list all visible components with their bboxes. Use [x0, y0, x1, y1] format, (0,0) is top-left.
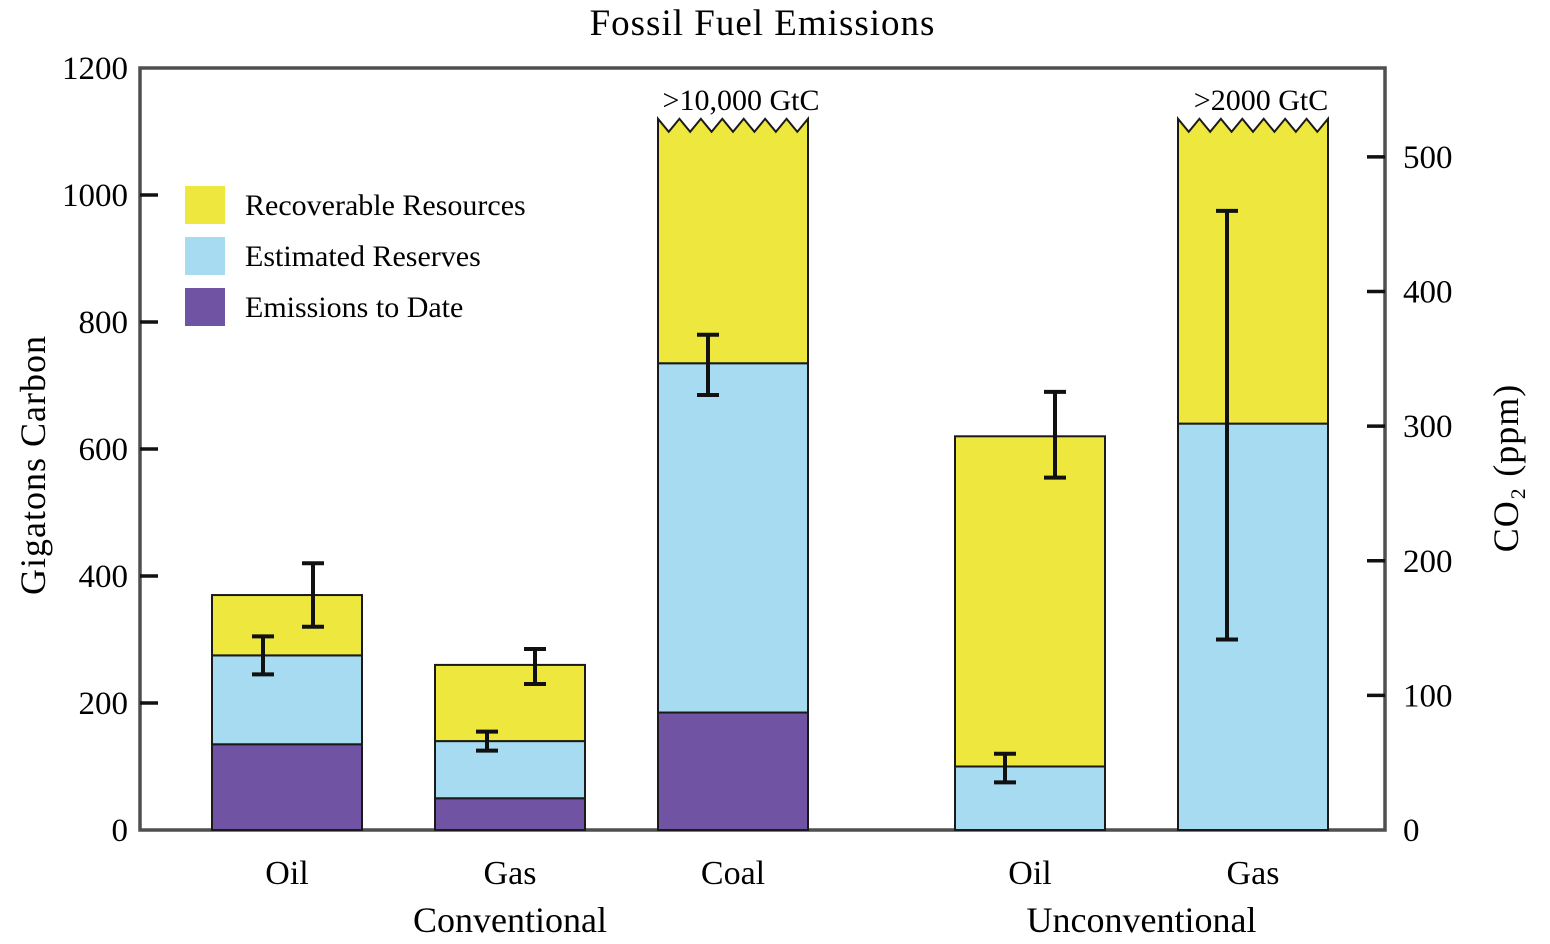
legend-swatch-recoverable-resources [185, 186, 225, 224]
bar-segment-recoverable-resources [211, 594, 363, 657]
bar-segment-recoverable-resources-truncated [657, 116, 809, 365]
chart-title: Fossil Fuel Emissions [589, 3, 936, 44]
y-axis-right-tick-label: 500 [1403, 140, 1453, 176]
y-axis-left-tick-label: 400 [79, 559, 129, 595]
bar-segment-estimated-reserves [211, 654, 363, 746]
y-axis-right-tick-label: 0 [1403, 813, 1420, 849]
bar-segment-emissions-to-date [434, 797, 586, 831]
legend-swatch-estimated-reserves [185, 237, 225, 275]
legend-swatch-emissions-to-date [185, 288, 225, 326]
y-axis-left-tick-label: 1000 [62, 178, 128, 214]
legend-item-emissions-to-date: Emissions to Date [185, 288, 526, 326]
bar-segment-estimated-reserves [1177, 422, 1329, 831]
y-axis-left-tick-label: 200 [79, 686, 129, 722]
truncation-annotation: >2000 GtC [1194, 84, 1328, 117]
legend: Recoverable Resources Estimated Reserves… [185, 186, 526, 339]
y-axis-left-tick-label: 600 [79, 432, 129, 468]
y-axis-right-tick-label: 200 [1403, 544, 1453, 580]
bar-segment-recoverable-resources [954, 435, 1106, 768]
x-axis-category-label: Oil [265, 855, 308, 892]
y-axis-label-right: CO₂ (ppm) [1486, 383, 1526, 553]
x-axis-category-label: Gas [484, 855, 537, 892]
bar-segment-recoverable-resources-truncated [1177, 116, 1329, 425]
legend-item-recoverable-resources: Recoverable Resources [185, 186, 526, 224]
bar-segment-estimated-reserves [954, 765, 1106, 831]
y-axis-label-left: Gigatons Carbon [13, 335, 53, 595]
x-axis-category-label: Coal [701, 855, 765, 892]
truncation-annotation: >10,000 GtC [663, 84, 820, 117]
y-axis-right-tick-label: 400 [1403, 275, 1453, 311]
legend-item-estimated-reserves: Estimated Reserves [185, 237, 526, 275]
bar-segment-recoverable-resources [434, 663, 586, 743]
legend-label: Recoverable Resources [245, 188, 526, 222]
legend-label: Estimated Reserves [245, 239, 481, 273]
bar-segment-estimated-reserves [434, 740, 586, 800]
y-axis-left-tick-label: 800 [79, 305, 129, 341]
bar-segment-estimated-reserves [657, 362, 809, 714]
x-axis-group-label: Unconventional [1027, 900, 1257, 940]
y-axis-left-tick-label: 1200 [62, 51, 128, 87]
y-axis-left-tick-label: 0 [112, 813, 129, 849]
bar-segment-emissions-to-date [657, 711, 809, 832]
y-axis-right-tick-label: 100 [1403, 678, 1453, 714]
bar-segment-emissions-to-date [211, 743, 363, 832]
x-axis-category-label: Gas [1227, 855, 1280, 892]
x-axis-category-label: Oil [1008, 855, 1051, 892]
y-axis-right-tick-label: 300 [1403, 409, 1453, 445]
x-axis-group-label: Conventional [413, 900, 607, 940]
legend-label: Emissions to Date [245, 290, 464, 324]
